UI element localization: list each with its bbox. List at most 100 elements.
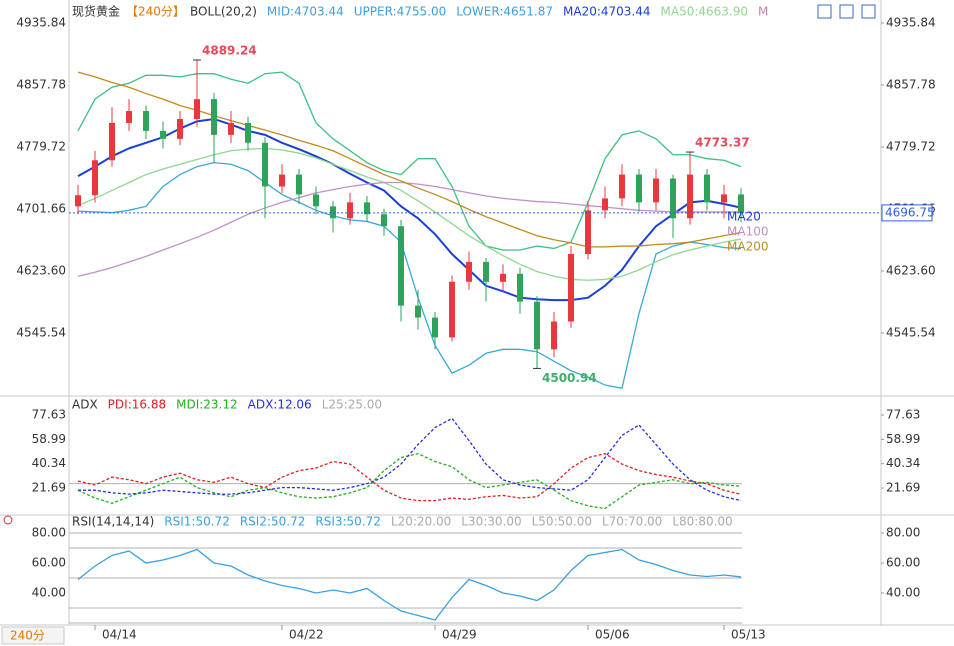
tool-icon[interactable] <box>817 4 832 19</box>
candle-body <box>619 174 625 199</box>
candle-body <box>279 174 285 187</box>
x-tick-label: 04/22 <box>289 628 324 642</box>
legend-item: L70:70.00 <box>602 515 662 529</box>
extreme-label: 4773.37 <box>695 136 750 150</box>
y-tick-label: 80.00 <box>886 526 920 540</box>
y-tick-label: 4935.84 <box>886 15 936 29</box>
tool-icon[interactable] <box>861 4 876 19</box>
legend-item: L50:50.00 <box>532 515 592 529</box>
extreme-label: 4889.24 <box>202 44 257 58</box>
legend-item: L20:20.00 <box>391 515 451 529</box>
series-line <box>77 147 742 281</box>
end-label: MA100 <box>727 224 768 238</box>
toolbar <box>817 4 876 19</box>
candle-body <box>160 130 166 139</box>
candle-body <box>551 321 557 350</box>
candle-body <box>500 273 506 282</box>
y-tick-label: 40.34 <box>886 456 920 470</box>
y-tick-label: 60.00 <box>32 556 66 570</box>
y-tick-label: 40.00 <box>32 586 66 600</box>
series-line <box>77 71 742 251</box>
candle-body <box>211 99 217 135</box>
candle-body <box>415 305 421 318</box>
symbol: 现货黄金 <box>72 4 120 19</box>
y-tick-label: 40.34 <box>32 456 66 470</box>
candle-body <box>228 122 234 135</box>
candle-body <box>75 195 81 207</box>
candle-body <box>483 261 489 282</box>
candle-body <box>126 111 132 123</box>
y-tick-label: 80.00 <box>32 526 66 540</box>
legend-item: L25:25.00 <box>322 398 382 412</box>
legend-item: BOLL(20,2) <box>190 5 257 19</box>
candle-body <box>262 142 268 187</box>
series-line <box>77 117 742 302</box>
candle-body <box>364 202 370 215</box>
candle-body <box>653 178 659 203</box>
candle-body <box>177 118 183 139</box>
y-tick-label: 4545.54 <box>16 325 66 339</box>
end-label: MA20 <box>727 209 761 223</box>
legend-item: LOWER:4651.87 <box>456 5 553 19</box>
period: 【240分】 <box>126 5 185 19</box>
y-tick-label: 4857.78 <box>16 77 66 91</box>
series-line <box>77 162 742 389</box>
price-label: 4696.75 <box>885 205 935 219</box>
candle-body <box>517 273 523 302</box>
legend-item: ADX <box>72 398 98 412</box>
y-tick-label: 4779.72 <box>16 139 66 153</box>
y-tick-label: 4935.84 <box>16 15 66 29</box>
x-tick-label: 05/13 <box>731 628 766 642</box>
y-tick-label: 4701.66 <box>16 201 66 215</box>
candle-body <box>143 111 149 131</box>
candle-body <box>92 160 98 196</box>
legend-item: UPPER:4755.00 <box>354 5 446 19</box>
candle-body <box>636 174 642 203</box>
y-tick-label: 77.63 <box>32 408 66 422</box>
period-label[interactable]: 240分 <box>10 629 45 643</box>
y-tick-label: 21.69 <box>886 481 920 495</box>
candle-body <box>466 261 472 282</box>
tool-icon[interactable] <box>839 4 854 19</box>
y-tick-label: 58.99 <box>886 432 920 446</box>
candle-body <box>194 99 200 119</box>
price-box <box>881 204 933 222</box>
legend-item: L80:80.00 <box>672 515 732 529</box>
series-line <box>77 452 742 510</box>
candle-body <box>330 206 336 219</box>
candle-body <box>721 194 727 203</box>
candle-body <box>534 301 540 350</box>
legend-item: RSI1:50.72 <box>164 515 230 529</box>
series-line <box>77 181 741 277</box>
y-tick-label: 58.99 <box>32 432 66 446</box>
series-line <box>78 417 742 502</box>
settings-icon[interactable] <box>3 515 13 525</box>
legend-item: MID:4703.44 <box>267 5 344 19</box>
candle-body <box>313 194 319 207</box>
legend-item: PDI:16.88 <box>108 398 166 412</box>
series-line <box>77 548 742 621</box>
y-tick-label: 40.00 <box>886 586 920 600</box>
legend-item: RSI3:50.72 <box>315 515 381 529</box>
candle-body <box>109 122 115 161</box>
candle-body <box>381 214 387 227</box>
y-tick-label: 4623.60 <box>16 263 66 277</box>
legend-item: RSI2:50.72 <box>240 515 306 529</box>
legend-item: MDI:23.12 <box>176 398 238 412</box>
series-line <box>77 71 742 248</box>
series-line <box>77 452 742 502</box>
x-tick-label: 04/14 <box>102 628 137 642</box>
candle-body <box>398 226 404 306</box>
candle-body <box>347 202 353 219</box>
y-tick-label: 4857.78 <box>886 77 936 91</box>
candle-body <box>432 317 438 338</box>
candle-body <box>704 174 710 203</box>
period-box[interactable] <box>1 626 65 645</box>
legend-item: ADX:12.06 <box>248 398 312 412</box>
y-tick-label: 4779.72 <box>886 139 936 153</box>
y-tick-label: 77.63 <box>886 408 920 422</box>
candle-body <box>296 174 302 195</box>
candle-body <box>568 254 574 322</box>
legend-item: M <box>758 5 768 19</box>
